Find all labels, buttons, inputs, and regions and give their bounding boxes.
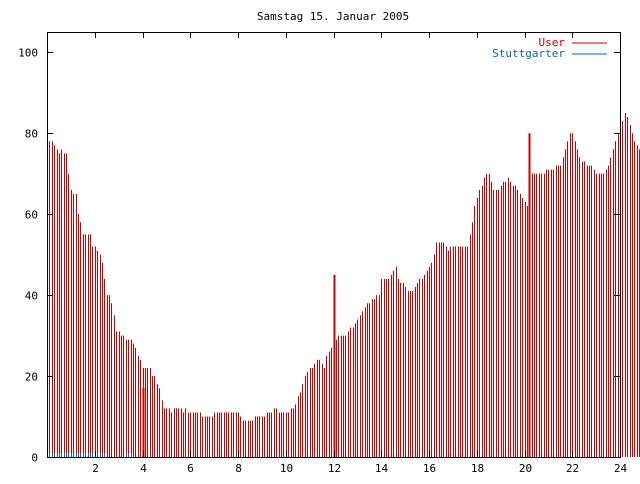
x-tick-label: 18: [471, 462, 484, 475]
x-tick-label: 6: [187, 462, 194, 475]
x-tick-label: 24: [614, 462, 628, 475]
x-tick-label: 16: [423, 462, 436, 475]
x-tick-label: 20: [519, 462, 532, 475]
x-tick-label: 8: [235, 462, 242, 475]
y-tick-label: 20: [25, 371, 38, 384]
chart-title: Samstag 15. Januar 2005: [257, 10, 409, 23]
x-tick-label: 22: [566, 462, 579, 475]
y-tick-label: 100: [18, 47, 38, 60]
y-tick-label: 60: [25, 209, 38, 222]
y-tick-label: 0: [31, 452, 38, 465]
x-tick-label: 4: [140, 462, 147, 475]
legend-label-stuttgarter: Stuttgarter: [492, 47, 565, 60]
x-tick-label: 12: [328, 462, 341, 475]
x-tick-label: 14: [375, 462, 389, 475]
y-tick-label: 80: [25, 128, 38, 141]
x-tick-label: 2: [92, 462, 99, 475]
y-tick-label: 40: [25, 290, 38, 303]
x-tick-label: 10: [280, 462, 293, 475]
